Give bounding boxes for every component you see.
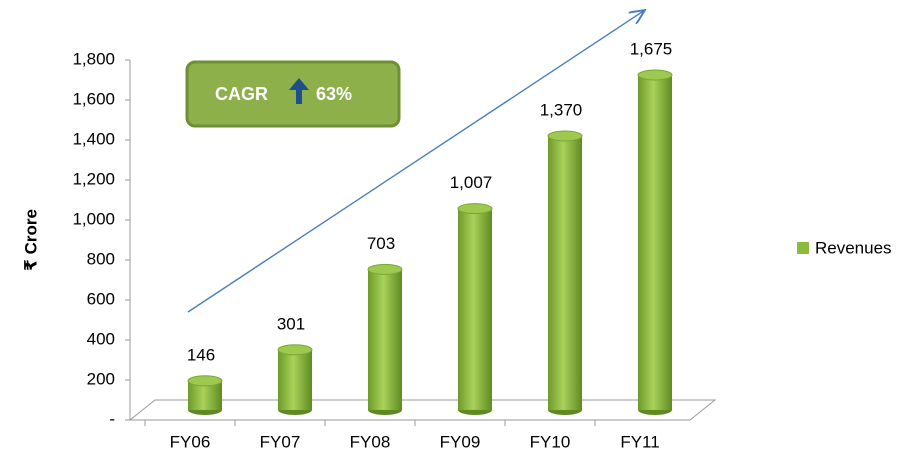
floor (128, 399, 717, 421)
bar (368, 269, 402, 410)
y-tick-label: 400 (87, 329, 115, 348)
y-axis-label: ₹ Crore (21, 209, 40, 271)
bar-top (547, 130, 583, 142)
legend-label: Revenues (815, 238, 892, 257)
y-tick-label: 1,800 (72, 49, 115, 68)
x-tick-label: FY09 (440, 432, 481, 451)
y-tick-label: 1,600 (72, 89, 115, 108)
data-label: 703 (367, 234, 395, 253)
y-tick-label: 200 (87, 369, 115, 388)
data-label: 301 (277, 314, 305, 333)
bar-top (187, 375, 223, 387)
y-tick-label: 1,200 (72, 169, 115, 188)
bar-top (277, 344, 313, 356)
y-tick-label: 1,000 (72, 209, 115, 228)
data-label: 146 (187, 345, 215, 364)
data-label: 1,675 (630, 39, 673, 58)
legend-swatch (797, 242, 809, 254)
x-tick-label: FY07 (260, 432, 301, 451)
data-label: 1,370 (540, 100, 583, 119)
y-tick-label: 1,400 (72, 129, 115, 148)
cagr-box (185, 60, 401, 128)
x-tick-label: FY11 (620, 432, 659, 451)
trend-arrow (187, 10, 645, 313)
cagr-value: 63% (316, 84, 352, 104)
bar (278, 349, 312, 410)
bar-top (367, 263, 403, 275)
bar-top (637, 69, 673, 81)
up-icon (289, 78, 309, 104)
y-tick-label: 800 (87, 249, 115, 268)
y-tick-label: 600 (87, 289, 115, 308)
bar (458, 208, 492, 410)
x-tick-label: FY08 (350, 432, 391, 451)
x-tick-label: FY06 (170, 432, 211, 451)
bar-top (457, 203, 493, 215)
y-tick-label: - (109, 409, 115, 428)
cagr-label: CAGR (215, 84, 268, 104)
x-tick-label: FY10 (530, 432, 571, 451)
data-label: 1,007 (450, 173, 493, 192)
bar (548, 136, 582, 410)
bar (638, 75, 672, 410)
